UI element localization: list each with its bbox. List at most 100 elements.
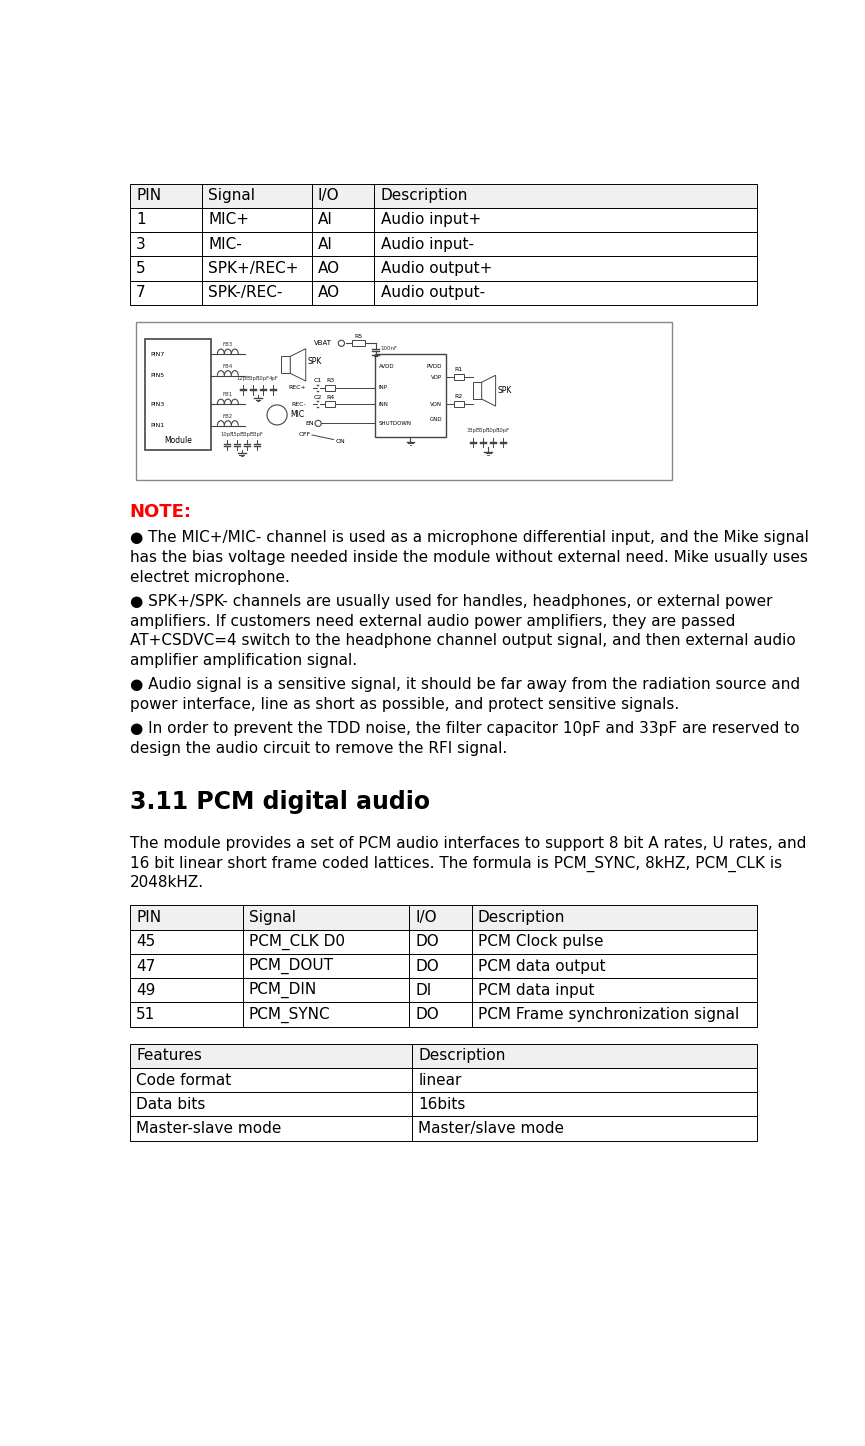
Bar <box>311 256 375 281</box>
Text: Master/slave mode: Master/slave mode <box>418 1121 564 1137</box>
Text: EN: EN <box>304 421 313 427</box>
Text: R2: R2 <box>455 393 463 399</box>
Bar <box>243 1002 409 1027</box>
Text: 45: 45 <box>136 934 156 949</box>
Bar <box>471 905 757 930</box>
Text: PIN7: PIN7 <box>150 351 164 357</box>
Text: SPK-/REC-: SPK-/REC- <box>208 285 283 301</box>
Text: 51: 51 <box>136 1006 156 1022</box>
Bar <box>130 281 202 305</box>
Text: PIN1: PIN1 <box>150 424 164 428</box>
Text: 15pF: 15pF <box>230 432 243 437</box>
Bar <box>130 184 202 208</box>
Text: 3.11 PCM digital audio: 3.11 PCM digital audio <box>130 790 430 814</box>
Bar <box>409 905 471 930</box>
Bar <box>130 905 243 930</box>
Text: VOP: VOP <box>431 375 442 380</box>
Bar <box>412 1069 757 1092</box>
Text: Audio output+: Audio output+ <box>381 260 492 276</box>
Text: 47: 47 <box>136 959 156 973</box>
Text: electret microphone.: electret microphone. <box>130 570 290 584</box>
Text: amplifiers. If customers need external audio power amplifiers, they are passed: amplifiers. If customers need external a… <box>130 613 735 629</box>
Text: 10pF: 10pF <box>220 432 234 437</box>
Text: I/O: I/O <box>415 910 437 925</box>
Text: Audio output-: Audio output- <box>381 285 484 301</box>
Text: AO: AO <box>317 285 340 301</box>
Bar <box>375 208 757 231</box>
Bar <box>412 1116 757 1141</box>
Text: AT+CSDVC=4 switch to the headphone channel output signal, and then external audi: AT+CSDVC=4 switch to the headphone chann… <box>130 633 796 648</box>
Bar <box>202 281 311 305</box>
Text: VON: VON <box>430 402 442 406</box>
Text: Features: Features <box>136 1048 202 1063</box>
Text: linear: linear <box>418 1073 462 1087</box>
Circle shape <box>267 405 287 425</box>
Text: NOTE:: NOTE: <box>130 503 192 521</box>
Bar <box>375 184 757 208</box>
Text: Description: Description <box>418 1048 505 1063</box>
Text: DO: DO <box>415 934 439 949</box>
Text: PCM data input: PCM data input <box>477 983 594 998</box>
Text: INP: INP <box>379 386 388 390</box>
Bar <box>325 385 336 390</box>
Bar <box>243 905 409 930</box>
Text: PIN5: PIN5 <box>150 373 164 379</box>
Bar <box>311 184 375 208</box>
Text: 16 bit linear short frame coded lattices. The formula is PCM_SYNC, 8kHZ, PCM_CLK: 16 bit linear short frame coded lattices… <box>130 856 782 872</box>
Text: Audio input-: Audio input- <box>381 237 473 252</box>
Text: 16bits: 16bits <box>418 1096 465 1112</box>
Text: 4pF: 4pF <box>268 376 278 382</box>
Text: GND: GND <box>430 416 442 422</box>
Text: 10pF: 10pF <box>497 428 510 434</box>
Text: FB1: FB1 <box>223 392 233 398</box>
Bar <box>202 256 311 281</box>
Bar <box>130 1002 243 1027</box>
Bar <box>243 954 409 977</box>
Text: Signal: Signal <box>249 910 296 925</box>
Text: 7: 7 <box>136 285 145 301</box>
Bar <box>375 354 446 437</box>
Text: 10pF: 10pF <box>257 376 270 382</box>
Bar <box>454 375 464 380</box>
Text: SPK: SPK <box>497 386 511 395</box>
Text: ● Audio signal is a sensitive signal, it should be far away from the radiation s: ● Audio signal is a sensitive signal, it… <box>130 677 800 693</box>
Text: PIN3: PIN3 <box>150 402 164 406</box>
Bar <box>243 977 409 1002</box>
Circle shape <box>315 421 321 427</box>
Text: OFF: OFF <box>298 432 311 438</box>
Text: AVDD: AVDD <box>379 364 394 369</box>
Text: PCM_CLK D0: PCM_CLK D0 <box>249 934 345 950</box>
Bar <box>409 1002 471 1027</box>
Text: AI: AI <box>317 213 333 227</box>
Text: 33pF: 33pF <box>251 432 263 437</box>
Text: SPK+/REC+: SPK+/REC+ <box>208 260 298 276</box>
Text: REC+: REC+ <box>289 386 306 390</box>
Text: ● SPK+/SPK- channels are usually used for handles, headphones, or external power: ● SPK+/SPK- channels are usually used fo… <box>130 594 772 609</box>
Text: MIC: MIC <box>291 411 304 419</box>
Text: FB4: FB4 <box>223 364 233 369</box>
Text: 5: 5 <box>136 260 145 276</box>
Text: SPK: SPK <box>307 357 322 366</box>
Text: Module: Module <box>164 435 192 445</box>
Bar <box>471 977 757 1002</box>
Text: AI: AI <box>317 237 333 252</box>
Bar <box>130 256 202 281</box>
Text: FB2: FB2 <box>223 414 233 419</box>
Text: 12pF: 12pF <box>236 376 249 382</box>
Text: PCM Clock pulse: PCM Clock pulse <box>477 934 603 949</box>
Bar <box>311 231 375 256</box>
Text: 1: 1 <box>136 213 145 227</box>
Text: R5: R5 <box>355 334 362 338</box>
Text: C2: C2 <box>314 395 323 399</box>
Polygon shape <box>291 348 305 382</box>
Bar <box>352 340 365 347</box>
Text: FB3: FB3 <box>223 343 233 347</box>
Bar <box>473 382 482 399</box>
Bar <box>130 231 202 256</box>
Bar <box>375 231 757 256</box>
Bar <box>311 281 375 305</box>
Text: 33pF: 33pF <box>467 428 479 434</box>
Text: 100nF: 100nF <box>380 346 397 351</box>
Text: Description: Description <box>381 188 468 202</box>
Bar <box>202 184 311 208</box>
